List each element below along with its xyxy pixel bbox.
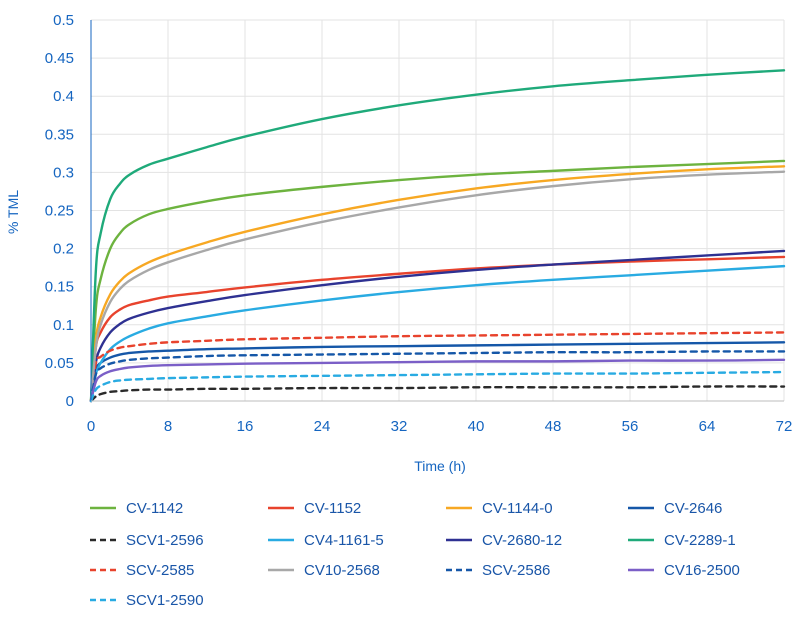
legend: CV-1142 CV-1152 CV-1144-0 CV-2646 SCV1-2596 C… [90,500,740,609]
series-line-cv-1144-0 [89,165,786,403]
series-line-cv-1142 [89,159,786,403]
x-tick-label: 56 [622,418,639,435]
legend-item-cv-2646: CV-2646 [628,500,722,517]
legend-item-scv1-2590: SCV1-2590 [90,592,204,609]
legend-label: CV-2680-12 [482,532,562,549]
series-line-cv-2680-12 [89,249,786,403]
legend-item-cv-1152: CV-1152 [268,500,361,517]
y-tick-label: 0.15 [45,279,74,296]
y-tick-label: 0.1 [53,317,74,334]
legend-label: SCV-2585 [126,562,194,579]
legend-label: CV-1152 [304,500,361,517]
legend-label: CV-1142 [126,500,183,517]
legend-label: CV4-1161-5 [304,532,384,549]
series-lines [89,69,786,403]
y-tick-label: 0.45 [45,50,74,67]
y-tick-label: 0.2 [53,241,74,258]
y-tick-label: 0 [66,393,74,410]
x-tick-label: 32 [391,418,408,435]
x-tick-label: 16 [237,418,254,435]
x-tick-label: 0 [87,418,95,435]
series-line-scv1-2590 [89,370,786,403]
legend-item-scv-2585: SCV-2585 [90,562,194,579]
x-tick-label: 8 [164,418,172,435]
y-tick-labels: 0 0.05 0.1 0.15 0.2 0.25 0.3 0.35 0.4 0.45 0.5 [45,12,74,410]
series-line-cv10-2568 [89,170,786,403]
legend-item-cv-2680-12: CV-2680-12 [446,532,562,549]
legend-item-scv1-2596: SCV1-2596 [90,532,204,549]
legend-label: CV-2289-1 [664,532,736,549]
series-line-cv16-2500 [89,358,786,403]
x-tick-label: 48 [545,418,562,435]
series-line-scv-2586 [89,350,786,403]
legend-label: CV-1144-0 [482,500,553,517]
legend-label: SCV1-2596 [126,532,204,549]
x-tick-label: 72 [776,418,793,435]
y-tick-label: 0.5 [53,12,74,29]
y-axis-title: % TML [5,190,21,234]
legend-item-scv-2586: SCV-2586 [446,562,550,579]
legend-item-cv-1142: CV-1142 [90,500,183,517]
x-tick-labels: 0 8 16 24 32 40 48 56 64 72 [87,418,793,435]
axes [90,20,784,402]
series-line-cv-2289-1 [89,69,786,403]
grid [91,19,785,401]
y-tick-label: 0.05 [45,355,74,372]
series-line-cv-2646 [89,341,786,403]
legend-item-cv-1144-0: CV-1144-0 [446,500,553,517]
series-line-cv-1152 [89,255,786,403]
series-line-scv-2585 [89,331,786,403]
legend-label: CV10-2568 [304,562,380,579]
series-line-scv1-2596 [89,385,786,403]
y-tick-label: 0.35 [45,126,74,143]
x-tick-label: 64 [699,418,716,435]
y-tick-label: 0.4 [53,88,74,105]
legend-label: SCV1-2590 [126,592,204,609]
y-tick-label: 0.25 [45,203,74,220]
x-tick-label: 24 [314,418,331,435]
legend-item-cv4-1161-5: CV4-1161-5 [268,532,384,549]
x-axis-title: Time (h) [414,458,466,474]
legend-label: SCV-2586 [482,562,550,579]
x-tick-label: 40 [468,418,485,435]
legend-label: CV-2646 [664,500,722,517]
legend-label: CV16-2500 [664,562,740,579]
legend-item-cv16-2500: CV16-2500 [628,562,740,579]
legend-item-cv-2289-1: CV-2289-1 [628,532,736,549]
y-tick-label: 0.3 [53,164,74,181]
legend-item-cv10-2568: CV10-2568 [268,562,380,579]
